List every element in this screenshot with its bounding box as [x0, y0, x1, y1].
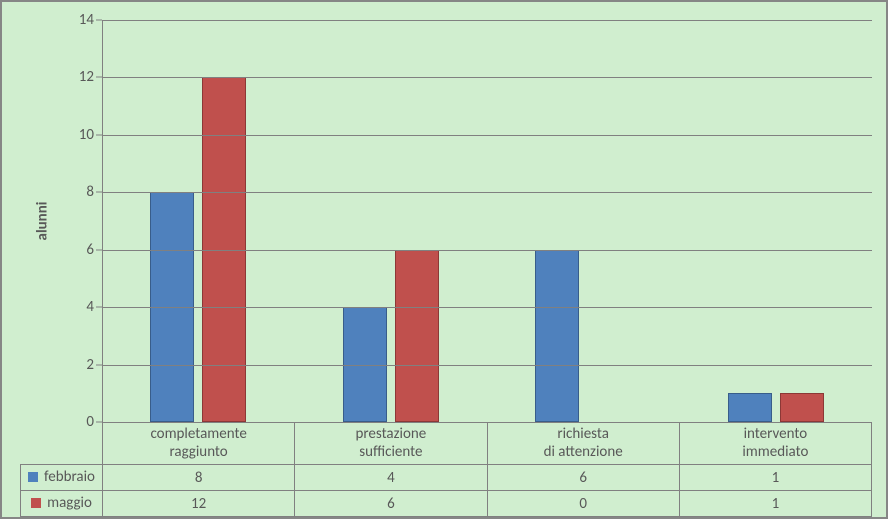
category-header: richiestadi attenzione — [487, 423, 679, 465]
grid-line — [102, 77, 872, 78]
leader-blank — [21, 422, 103, 464]
y-tick-label: 8 — [64, 183, 94, 201]
category-header: completamenteraggiunto — [103, 423, 295, 465]
legend-label: febbraio — [44, 468, 95, 486]
grid-line — [102, 192, 872, 193]
table-cell: 1 — [679, 465, 871, 491]
y-axis: 02468101214 — [62, 20, 102, 422]
bar-febbraio — [535, 250, 579, 422]
legend-cell: febbraio — [21, 464, 103, 490]
grid-line — [102, 365, 872, 366]
y-tick-label: 10 — [64, 126, 94, 144]
grid-line — [102, 135, 872, 136]
table-cell: 4 — [295, 465, 487, 491]
category-label: prestazionesufficiente — [299, 426, 482, 461]
bar-febbraio — [728, 393, 772, 422]
legend-swatch — [28, 472, 38, 482]
category-label: richiestadi attenzione — [492, 426, 675, 461]
y-axis-label: alunni — [33, 202, 51, 241]
table-cell: 12 — [103, 491, 295, 517]
legend-cell: maggio — [21, 490, 103, 516]
chart-container: alunni 02468101214 febbraiomaggio comple… — [0, 0, 888, 519]
category-label: completamenteraggiunto — [107, 426, 290, 461]
grid-line — [102, 250, 872, 251]
y-tick-label: 6 — [64, 241, 94, 259]
table-leader-column: febbraio maggio — [20, 422, 102, 517]
table-cell: 6 — [487, 465, 679, 491]
table-row: 12601 — [103, 491, 872, 517]
data-table: completamenteraggiunto prestazionesuffici… — [102, 422, 872, 517]
bar-maggio — [395, 250, 439, 422]
table-cell: 1 — [679, 491, 871, 517]
category-label: interventoimmediato — [684, 426, 867, 461]
y-tick-label: 2 — [64, 356, 94, 374]
plot-area — [102, 20, 872, 422]
table-row: 8461 — [103, 465, 872, 491]
table-cell: 8 — [103, 465, 295, 491]
y-axis-label-wrap: alunni — [32, 20, 52, 422]
bars-layer — [102, 20, 872, 422]
bar-maggio — [780, 393, 824, 422]
table-cell: 0 — [487, 491, 679, 517]
category-header: prestazionesufficiente — [295, 423, 487, 465]
category-header: interventoimmediato — [679, 423, 871, 465]
grid-line — [102, 20, 872, 21]
legend-swatch — [31, 498, 41, 508]
grid-line — [102, 307, 872, 308]
legend-label: maggio — [47, 494, 92, 512]
y-tick-label: 14 — [64, 11, 94, 29]
table-header-row: completamenteraggiunto prestazionesuffici… — [103, 423, 872, 465]
table-cell: 6 — [295, 491, 487, 517]
y-tick-label: 4 — [64, 298, 94, 316]
y-tick-label: 12 — [64, 68, 94, 86]
